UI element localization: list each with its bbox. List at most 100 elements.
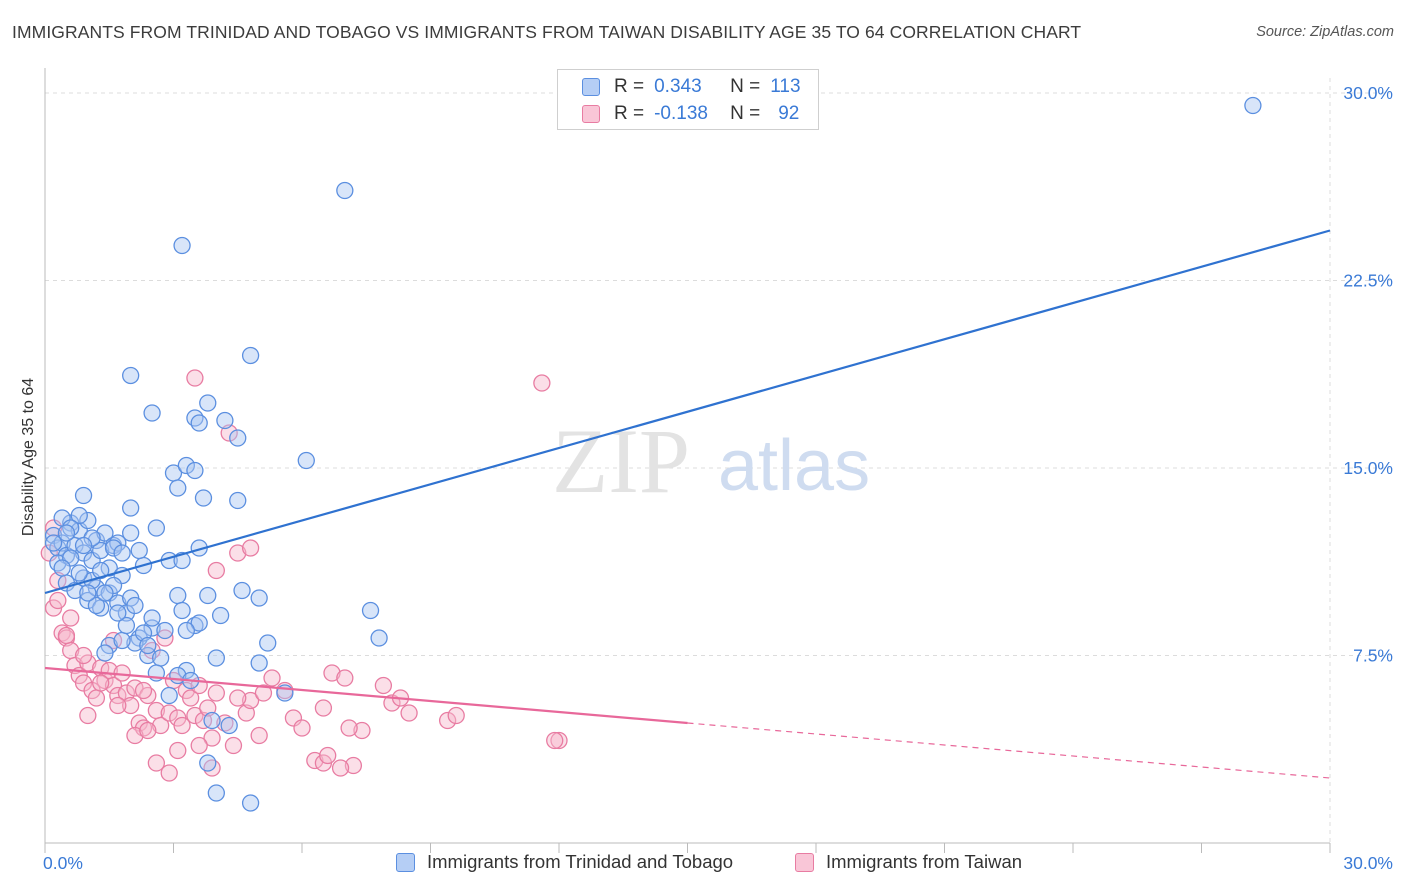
legend-r-label: R = bbox=[614, 76, 645, 97]
data-point bbox=[224, 736, 243, 755]
data-point bbox=[143, 609, 161, 627]
trendline-trinidad bbox=[44, 229, 1331, 595]
data-point bbox=[250, 589, 268, 607]
data-point bbox=[70, 564, 88, 582]
data-point bbox=[143, 404, 161, 422]
data-point bbox=[79, 511, 97, 530]
data-point bbox=[160, 764, 178, 782]
data-point bbox=[92, 541, 110, 560]
data-point bbox=[79, 584, 97, 602]
y-tick-label: 7.5% bbox=[1353, 646, 1393, 666]
data-point bbox=[169, 479, 187, 497]
data-point bbox=[229, 429, 247, 447]
legend-r-value: -0.138 bbox=[654, 103, 708, 124]
data-point bbox=[74, 646, 93, 665]
data-point bbox=[96, 644, 114, 662]
data-point bbox=[229, 491, 247, 510]
data-point bbox=[74, 536, 93, 555]
data-point bbox=[53, 559, 71, 577]
data-point bbox=[1244, 96, 1262, 115]
data-point bbox=[207, 649, 225, 667]
data-point bbox=[79, 706, 97, 725]
data-point bbox=[438, 711, 457, 730]
data-point bbox=[293, 719, 311, 737]
data-point bbox=[49, 591, 67, 610]
legend-swatch-blue bbox=[582, 78, 600, 96]
correlation-legend: R = 0.343 N = 113 R = -0.138 N = 92 bbox=[557, 69, 819, 130]
data-point bbox=[113, 664, 131, 682]
data-point bbox=[229, 689, 247, 707]
data-point bbox=[160, 704, 178, 722]
data-point bbox=[190, 736, 208, 755]
legend-n-value: 113 bbox=[770, 76, 801, 97]
data-point bbox=[297, 451, 315, 470]
bottom-legend-trinidad: Immigrants from Trinidad and Tobago bbox=[396, 851, 733, 873]
data-point bbox=[113, 544, 131, 562]
y-tick-label: 15.0% bbox=[1343, 458, 1393, 478]
data-point bbox=[211, 606, 230, 625]
data-point bbox=[117, 616, 136, 635]
data-point bbox=[203, 711, 221, 730]
trendline-taiwan-extension bbox=[687, 722, 1331, 779]
data-point bbox=[134, 681, 153, 700]
trendline-taiwan bbox=[44, 666, 688, 725]
bottom-legend-label: Immigrants from Trinidad and Tobago bbox=[427, 851, 734, 872]
x-tick-label: 0.0% bbox=[43, 853, 83, 873]
data-point bbox=[186, 706, 204, 725]
bottom-legend-swatch-blue bbox=[396, 852, 415, 872]
trinidad-points bbox=[44, 96, 1262, 812]
data-point bbox=[57, 524, 76, 542]
data-point bbox=[259, 634, 277, 652]
data-point bbox=[203, 729, 221, 747]
data-point bbox=[550, 731, 568, 750]
data-point bbox=[447, 706, 465, 725]
data-point bbox=[370, 629, 388, 647]
legend-r-value: 0.343 bbox=[654, 76, 702, 97]
data-point bbox=[177, 661, 196, 680]
data-point bbox=[126, 726, 144, 745]
data-point bbox=[122, 366, 140, 385]
legend-n-value: 92 bbox=[778, 103, 800, 124]
data-point bbox=[104, 539, 123, 557]
trend-layer bbox=[44, 229, 1331, 779]
data-point bbox=[220, 716, 238, 735]
data-point bbox=[181, 689, 200, 707]
data-point bbox=[336, 669, 354, 687]
y-axis-label: Disability Age 35 to 64 bbox=[20, 378, 37, 536]
data-point bbox=[331, 759, 350, 777]
data-point bbox=[147, 519, 166, 537]
source-label: Source: ZipAtlas.com bbox=[1256, 24, 1394, 40]
data-point bbox=[156, 621, 174, 640]
data-point bbox=[400, 704, 418, 722]
data-point bbox=[207, 784, 225, 802]
data-point bbox=[126, 596, 144, 615]
data-point bbox=[186, 461, 204, 480]
data-point bbox=[92, 561, 110, 580]
data-point bbox=[143, 619, 161, 637]
data-point bbox=[374, 676, 393, 695]
data-point bbox=[314, 699, 333, 717]
data-point bbox=[250, 726, 268, 745]
data-point bbox=[319, 746, 337, 765]
bottom-legend-swatch-pink bbox=[795, 852, 814, 872]
data-point bbox=[186, 369, 204, 387]
data-point bbox=[241, 794, 260, 812]
data-point bbox=[122, 524, 140, 542]
legend-n-label: N = bbox=[730, 103, 761, 124]
data-point bbox=[139, 646, 157, 665]
data-point bbox=[139, 721, 157, 740]
data-point bbox=[199, 586, 217, 605]
data-point bbox=[169, 741, 187, 760]
data-point bbox=[104, 676, 123, 695]
data-point bbox=[177, 621, 196, 640]
data-point bbox=[340, 719, 358, 737]
data-point bbox=[207, 684, 225, 702]
grid-layer bbox=[45, 78, 1390, 843]
data-point bbox=[151, 649, 170, 667]
data-point bbox=[241, 691, 260, 710]
data-point bbox=[336, 181, 354, 200]
data-point bbox=[109, 604, 127, 622]
legend-swatch-pink bbox=[582, 105, 600, 123]
bottom-legend-label: Immigrants from Taiwan bbox=[826, 851, 1023, 872]
watermark-zip: ZIP bbox=[552, 410, 690, 512]
